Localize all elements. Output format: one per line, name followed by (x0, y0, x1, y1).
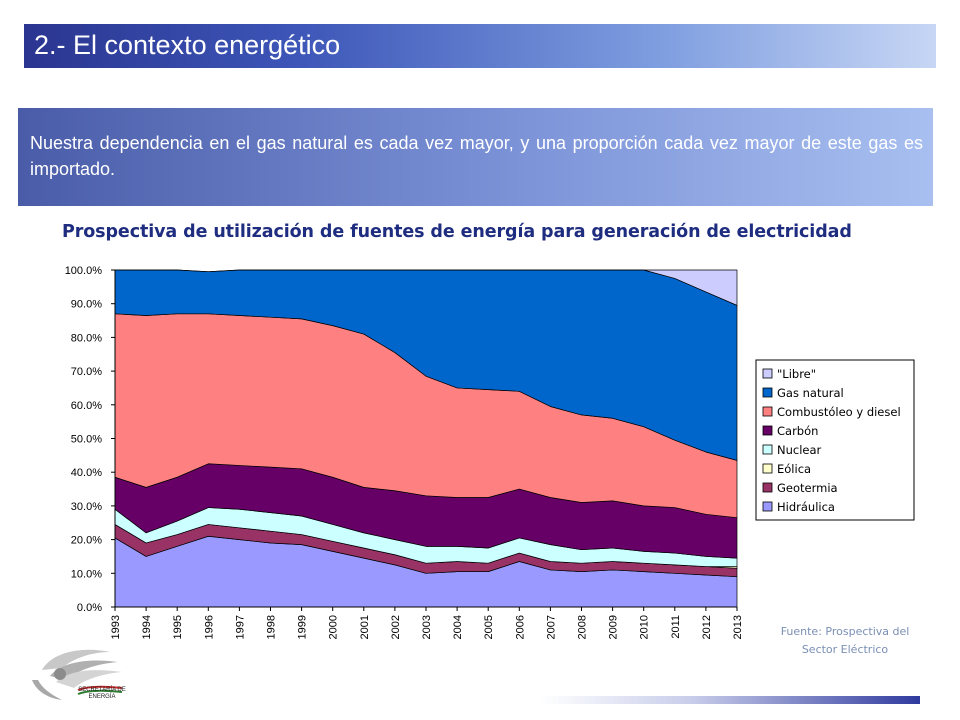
x-tick-label: 1998 (266, 615, 278, 639)
area-series-libre (114, 269, 738, 306)
x-tick-label: 2009 (608, 615, 620, 639)
legend-label: "Libre" (777, 367, 816, 381)
x-tick-label: 2003 (421, 615, 433, 639)
footer-bar (540, 696, 920, 704)
x-tick-label: 2002 (390, 615, 402, 639)
legend-swatch (762, 425, 773, 436)
logo-text: SECRETARÍA DE ENERGÍA (62, 687, 142, 701)
y-tick-label: 30.0% (71, 501, 102, 513)
legend-label: Hidráulica (777, 500, 835, 514)
legend-swatch (762, 387, 773, 398)
sener-eagle-logo-icon (32, 649, 123, 700)
source-line-2: Sector Eléctrico (801, 643, 889, 656)
x-tick-label: 1994 (141, 615, 153, 639)
legend-swatch (762, 463, 773, 474)
title-bar: 2.- El contexto energético (24, 24, 936, 68)
banner-text: Nuestra dependencia en el gas natural es… (30, 133, 923, 179)
page-title: 2.- El contexto energético (34, 30, 341, 60)
y-tick-label: 40.0% (71, 467, 102, 479)
logo-line-1: SECRETARÍA DE (78, 687, 126, 693)
legend-label: Geotermia (777, 481, 838, 495)
message-banner: Nuestra dependencia en el gas natural es… (18, 108, 933, 206)
x-tick-label: 1993 (110, 615, 122, 639)
legend-swatch (762, 368, 773, 379)
x-tick-label: 2000 (328, 615, 340, 639)
legend-label: Nuclear (777, 443, 822, 457)
y-tick-label: 100.0% (65, 265, 103, 277)
chart-title: Prospectiva de utilización de fuentes de… (62, 222, 852, 242)
legend-label: Gas natural (777, 386, 844, 400)
legend-label: Carbón (777, 424, 818, 438)
y-tick-label: 90.0% (71, 299, 102, 311)
x-tick-label: 1995 (172, 615, 184, 639)
legend-swatch (762, 406, 773, 417)
x-tick-label: 2011 (670, 615, 682, 639)
y-tick-label: 60.0% (71, 400, 102, 412)
y-tick-label: 70.0% (71, 366, 102, 378)
x-tick-label: 2005 (483, 615, 495, 639)
y-tick-label: 10.0% (71, 568, 102, 580)
x-tick-label: 2001 (359, 615, 371, 639)
x-tick-label: 1999 (297, 615, 309, 639)
legend-swatch (762, 444, 773, 455)
legend-swatch (762, 501, 773, 512)
x-tick-label: 2004 (452, 615, 464, 639)
y-tick-label: 50.0% (71, 434, 102, 446)
x-tick-label: 2013 (732, 615, 744, 639)
y-tick-label: 20.0% (71, 535, 102, 547)
source-line-1: Fuente: Prospectiva del (780, 625, 910, 638)
legend-swatch (762, 482, 773, 493)
x-tick-label: 1996 (203, 615, 215, 639)
legend-box (755, 359, 915, 521)
x-tick-label: 2006 (514, 615, 526, 639)
x-tick-label: 2008 (577, 615, 589, 639)
x-tick-label: 2010 (639, 615, 651, 639)
x-tick-label: 2007 (545, 615, 557, 639)
logo-line-2: ENERGÍA (88, 694, 116, 700)
legend-label: Eólica (777, 462, 811, 476)
y-tick-label: 0.0% (77, 602, 102, 614)
x-tick-label: 2012 (701, 615, 713, 639)
legend-label: Combustóleo y diesel (777, 405, 901, 419)
x-tick-label: 1997 (234, 615, 246, 639)
y-tick-label: 80.0% (71, 332, 102, 344)
source-note: Fuente: Prospectiva del Sector Eléctrico (770, 623, 920, 659)
